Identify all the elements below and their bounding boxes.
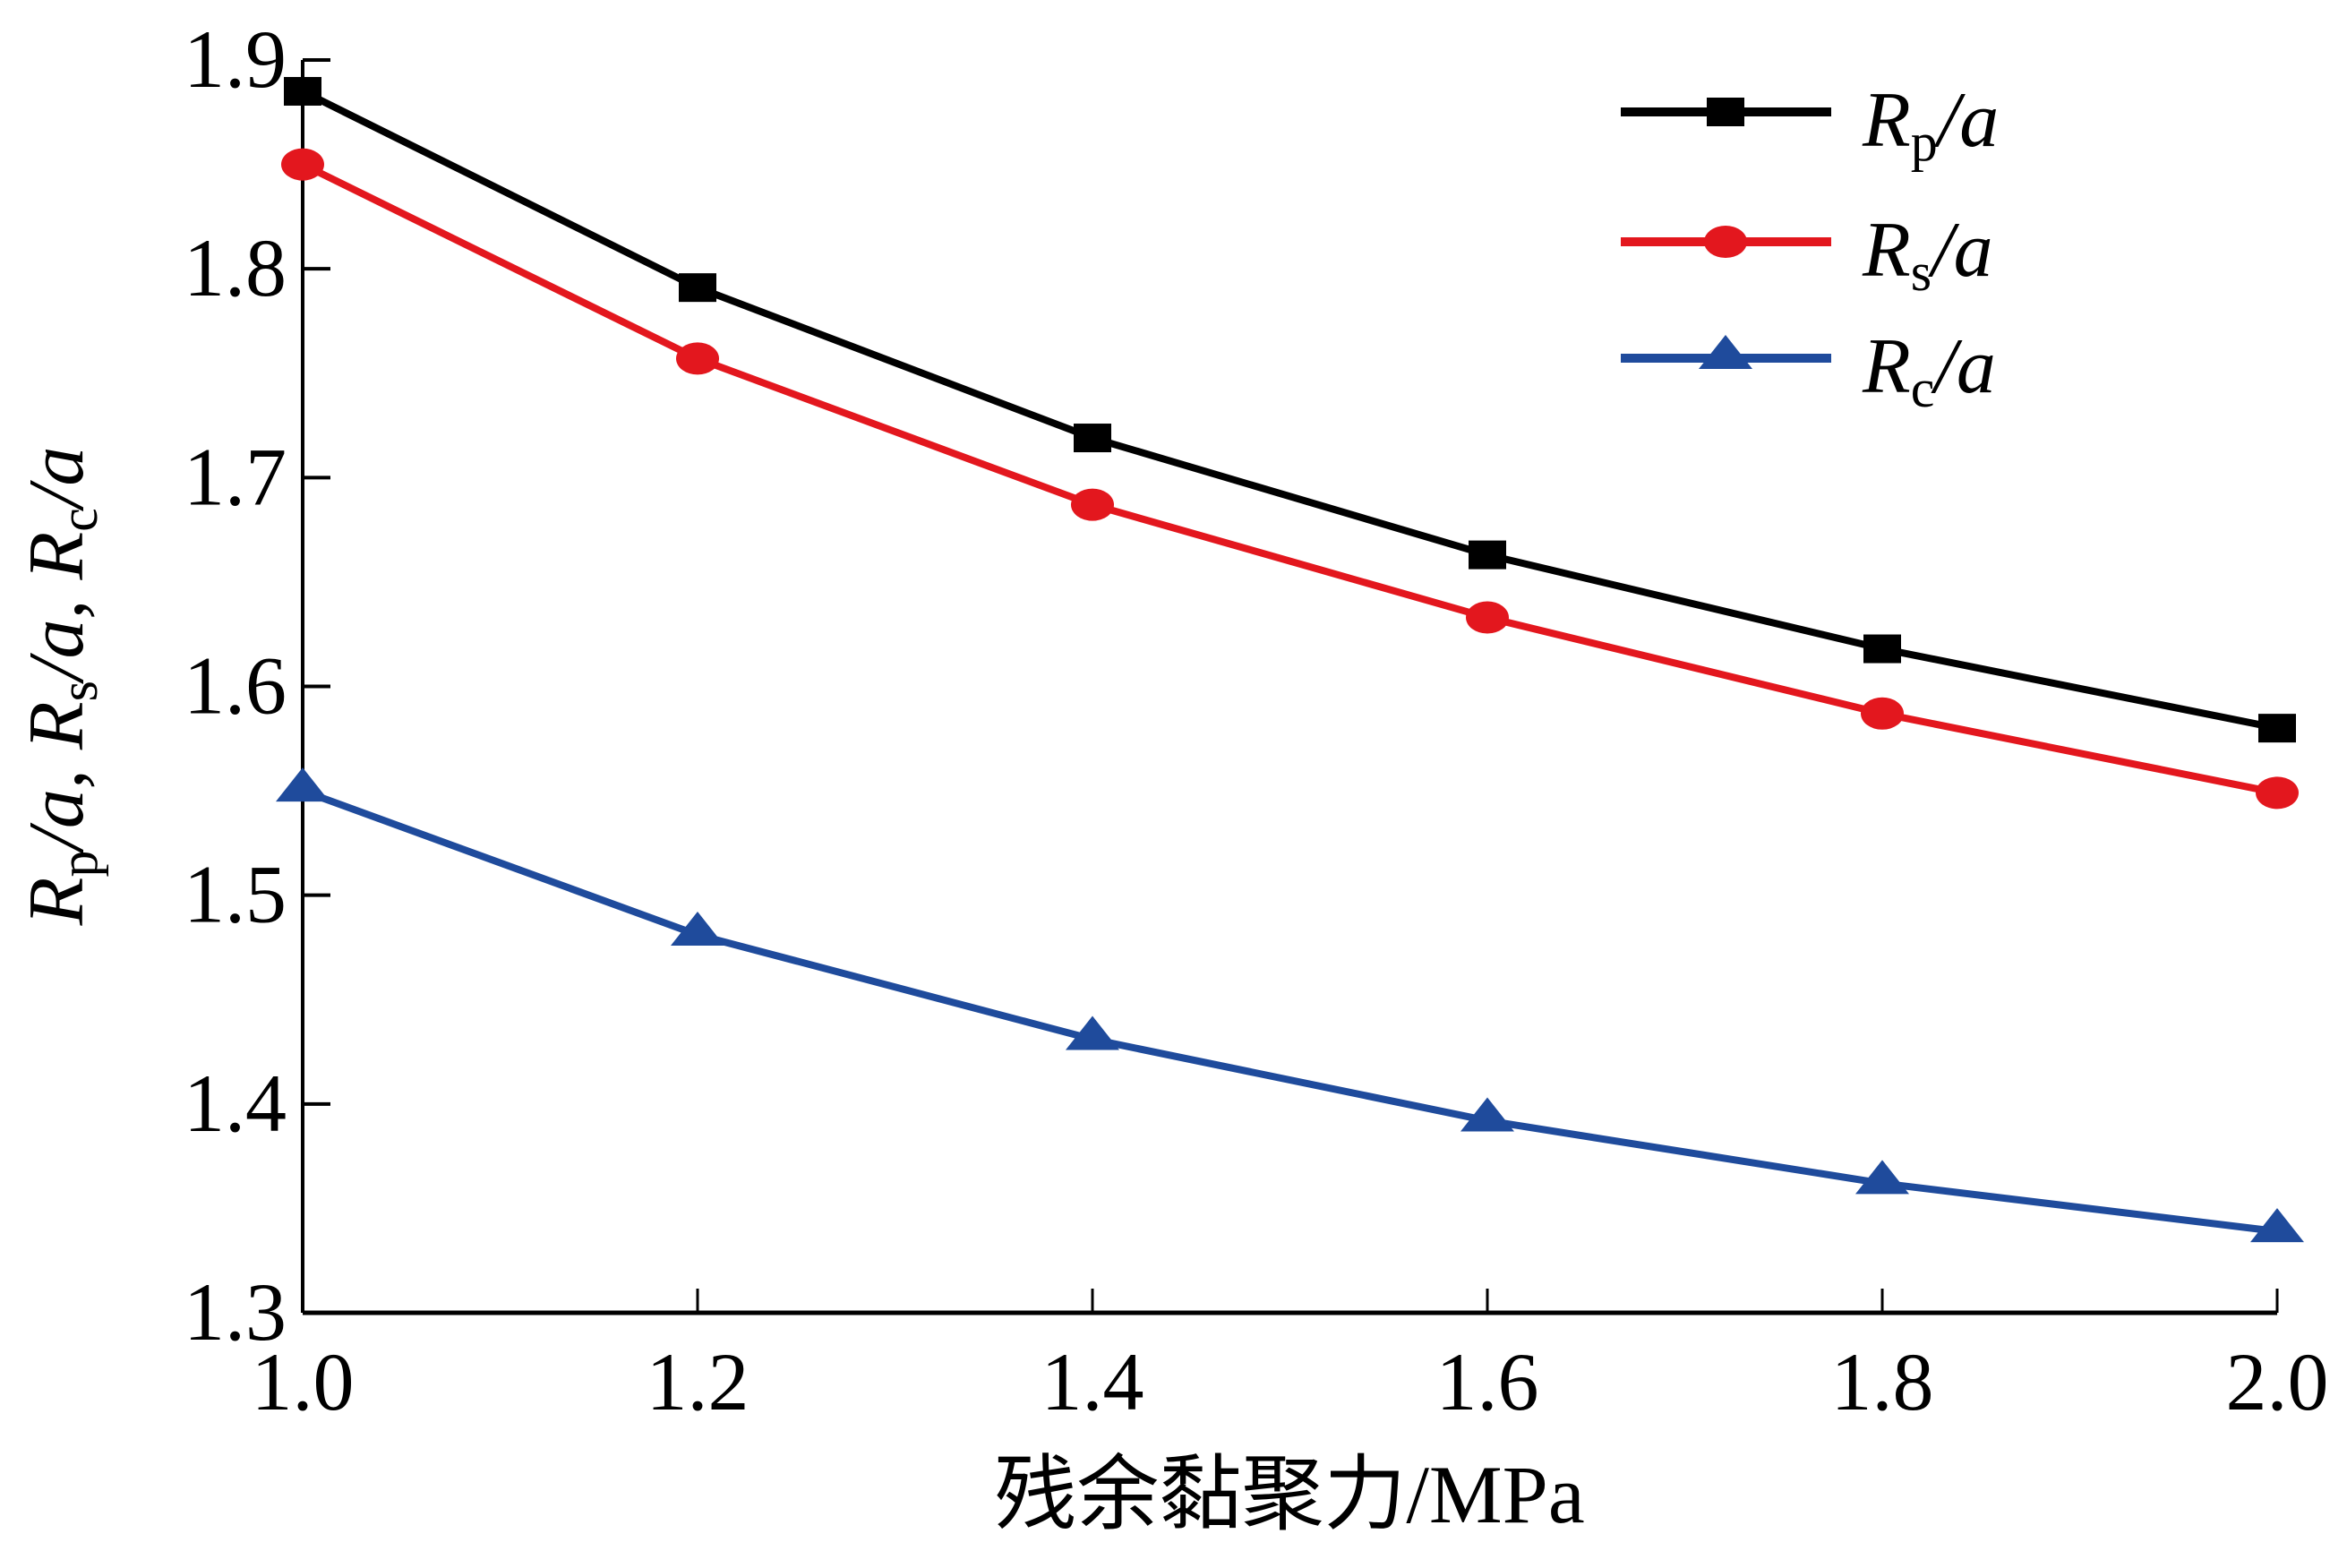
series-line — [301, 160, 2278, 797]
data-point — [281, 148, 324, 181]
data-point — [1066, 1015, 1119, 1050]
y-axis-title: Rp/a, Rs/a, Rc/a — [13, 447, 108, 927]
data-point — [671, 911, 724, 946]
series-square — [284, 76, 2296, 743]
data-point — [1863, 634, 1901, 664]
data-point — [2256, 776, 2299, 810]
data-point — [2250, 1208, 2304, 1243]
data-point — [2258, 714, 2296, 743]
x-tick-label: 1.2 — [647, 1336, 749, 1427]
legend: Rp/a Rs/a Rc/a — [1621, 77, 1999, 418]
y-tick-label: 1.9 — [184, 13, 287, 105]
x-tick-label: 1.4 — [1041, 1336, 1144, 1427]
legend-label: Rp/a — [1862, 77, 1999, 172]
series-triangle — [276, 767, 2304, 1243]
legend-label: Rs/a — [1862, 207, 1993, 302]
data-point — [1071, 488, 1114, 521]
data-point — [676, 342, 719, 375]
y-tick-label: 1.5 — [184, 849, 287, 940]
data-point — [1861, 697, 1904, 730]
legend-marker-circle — [1704, 226, 1747, 258]
data-point — [276, 767, 330, 802]
legend-label: Rc/a — [1862, 323, 1996, 418]
data-point — [1460, 1097, 1514, 1132]
data-point — [679, 273, 716, 303]
series-layer — [276, 76, 2304, 1243]
data-point — [284, 76, 321, 106]
series-circle — [281, 148, 2299, 810]
legend-marker-triangle — [1699, 335, 1752, 369]
legend-item: Rs/a — [1621, 207, 1993, 302]
data-point — [1466, 601, 1509, 634]
series-line — [301, 787, 2278, 1236]
x-tick-label: 2.0 — [2226, 1336, 2329, 1427]
x-tick-label: 1.0 — [252, 1336, 355, 1427]
legend-item: Rc/a — [1621, 323, 1996, 418]
x-axis-title: 残余黏聚力/MPa — [994, 1449, 1584, 1540]
y-tick-label: 1.7 — [184, 431, 287, 522]
legend-item: Rp/a — [1621, 77, 1999, 172]
data-point — [1855, 1160, 1909, 1195]
x-tick-label: 1.6 — [1436, 1336, 1539, 1427]
data-point — [1469, 540, 1506, 570]
axes: 1.3 1.4 1.5 1.6 1.7 1.8 1.9 1.0 1.2 1.4 1.6 1.8 2.0 — [184, 13, 2329, 1427]
y-tick-label: 1.8 — [184, 222, 287, 313]
y-axis-title-text: Rp/a, Rs/a, Rc/a — [13, 447, 108, 927]
series-line — [301, 88, 2278, 733]
data-point — [1074, 424, 1111, 453]
legend-marker-square — [1707, 98, 1744, 126]
y-tick-label: 1.6 — [184, 640, 287, 732]
x-tick-label: 1.8 — [1831, 1336, 1934, 1427]
y-tick-label: 1.3 — [184, 1266, 287, 1358]
y-tick-label: 1.4 — [184, 1058, 287, 1149]
